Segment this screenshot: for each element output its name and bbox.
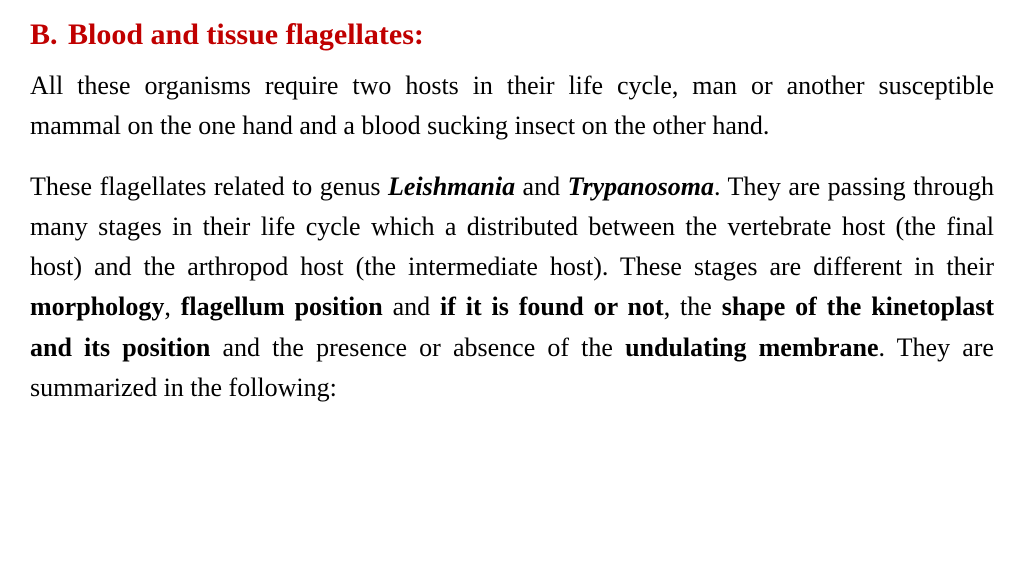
p2-t2: and — [515, 172, 568, 201]
paragraph-2: These flagellates related to genus Leish… — [30, 167, 994, 409]
p2-t1: These flagellates related to genus — [30, 172, 388, 201]
p2-t7: and the presence or absence of the — [210, 333, 625, 362]
p2-t5: and — [383, 292, 440, 321]
p2-t4: , — [164, 292, 180, 321]
p2-t6: , the — [664, 292, 722, 321]
heading-title: Blood and tissue flagellates: — [68, 18, 424, 52]
p1-text: All these organisms require two hosts in… — [30, 71, 994, 140]
p2-bold-flagellum: flagellum position — [181, 292, 383, 321]
paragraph-1: All these organisms require two hosts in… — [30, 66, 994, 147]
p2-bold-morphology: morphology — [30, 292, 164, 321]
heading-label: B. — [30, 18, 68, 52]
section-heading: B. Blood and tissue flagellates: — [30, 18, 994, 52]
p2-bold-membrane: undulating membrane — [625, 333, 878, 362]
p2-genus-1: Leishmania — [388, 172, 515, 201]
p2-genus-2: Trypanosoma — [568, 172, 714, 201]
p2-bold-found: if it is found or not — [440, 292, 664, 321]
document-page: B. Blood and tissue flagellates: All the… — [0, 0, 1024, 408]
